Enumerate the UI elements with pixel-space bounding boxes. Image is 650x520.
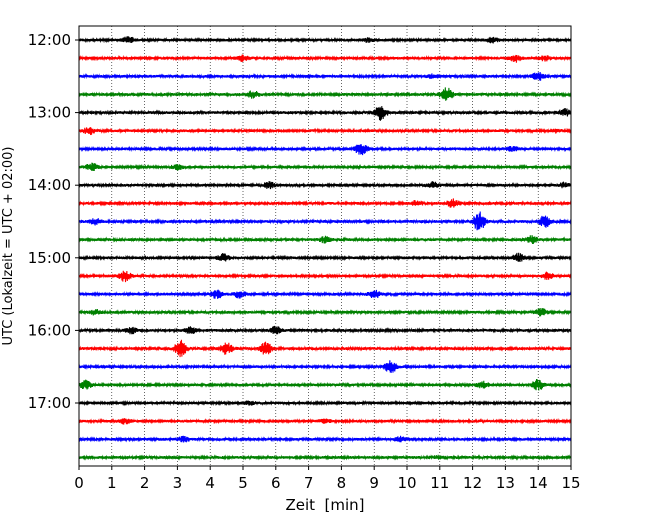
grid-lines xyxy=(111,26,539,466)
trace-1300 xyxy=(78,106,572,121)
trace-1600 xyxy=(78,325,572,335)
y-tick-label-1500: 15:00 xyxy=(28,249,71,267)
trace-1200 xyxy=(78,36,572,44)
trace-lines xyxy=(78,36,572,461)
x-tick-label-3: 3 xyxy=(173,474,183,492)
trace-1345 xyxy=(78,162,572,171)
trace-1500 xyxy=(78,252,572,263)
trace-1315 xyxy=(78,126,572,136)
y-axis-label: UTC (Lokalzeit = UTC + 02:00) xyxy=(1,147,16,346)
trace-1245 xyxy=(78,87,572,101)
trace-1515 xyxy=(78,270,572,283)
y-tick-label-1300: 13:00 xyxy=(28,104,71,122)
trace-1700 xyxy=(78,399,572,407)
x-tick-label-14: 14 xyxy=(529,474,548,492)
trace-1215 xyxy=(78,54,572,63)
x-tick-label-9: 9 xyxy=(369,474,379,492)
trace-1645 xyxy=(78,379,572,391)
y-tick-label-1600: 16:00 xyxy=(28,321,71,339)
x-tick-label-6: 6 xyxy=(271,474,281,492)
trace-1430 xyxy=(78,211,572,231)
y-axis-ticks: 12:00 13:00 14:00 15:00 16:00 17:00 xyxy=(28,31,79,412)
plot-frame xyxy=(78,25,572,467)
trace-1415 xyxy=(78,198,572,208)
y-tick-label-1700: 17:00 xyxy=(28,394,71,412)
x-tick-label-12: 12 xyxy=(463,474,482,492)
x-tick-label-11: 11 xyxy=(430,474,449,492)
trace-1330 xyxy=(78,144,572,156)
trace-1730 xyxy=(78,435,572,443)
trace-1400 xyxy=(78,181,572,190)
trace-1715 xyxy=(78,417,572,425)
x-tick-label-1: 1 xyxy=(107,474,117,492)
y-tick-label-1400: 14:00 xyxy=(28,176,71,194)
x-tick-label-2: 2 xyxy=(140,474,150,492)
trace-1545 xyxy=(78,307,572,317)
trace-1630 xyxy=(78,360,572,373)
x-axis-ticks: 0 1 2 3 4 5 6 7 8 9 10 11 12 13 14 15 xyxy=(74,466,581,492)
x-tick-label-0: 0 xyxy=(74,474,84,492)
trace-1230 xyxy=(78,72,572,81)
trace-1445 xyxy=(78,235,572,245)
x-tick-label-4: 4 xyxy=(205,474,215,492)
x-tick-label-7: 7 xyxy=(304,474,314,492)
trace-1745 xyxy=(78,454,572,461)
trace-1615 xyxy=(78,339,572,358)
trace-1530 xyxy=(78,289,572,299)
x-tick-label-13: 13 xyxy=(496,474,515,492)
x-tick-label-8: 8 xyxy=(337,474,347,492)
x-tick-label-10: 10 xyxy=(397,474,416,492)
x-axis-label: Zeit [min] xyxy=(285,496,364,514)
x-tick-label-5: 5 xyxy=(238,474,248,492)
x-tick-label-15: 15 xyxy=(561,474,580,492)
y-tick-label-1200: 12:00 xyxy=(28,31,71,49)
